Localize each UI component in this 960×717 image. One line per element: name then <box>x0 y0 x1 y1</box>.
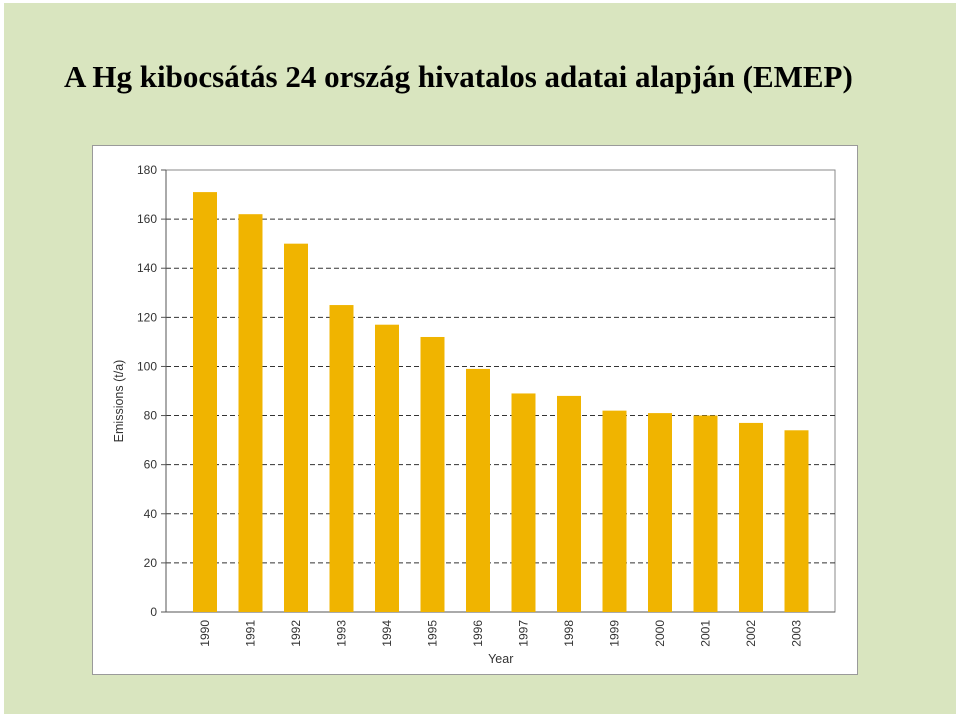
slide-title: A Hg kibocsátás 24 ország hivatalos adat… <box>64 59 853 94</box>
y-tick-label-100: 100 <box>137 359 157 373</box>
bar-2003 <box>784 430 809 612</box>
x-tick-label-2000: 2000 <box>653 620 667 647</box>
x-tick-label-1994: 1994 <box>380 620 394 647</box>
y-tick-label-180: 180 <box>137 163 157 177</box>
y-axis-title: Emissions (t/a) <box>112 360 126 443</box>
plot-area <box>165 169 836 613</box>
bar-1990 <box>193 192 217 612</box>
bar-2002 <box>739 422 763 612</box>
x-tick-label-1991: 1991 <box>244 620 258 647</box>
bar-1998 <box>557 395 581 612</box>
bar-1995 <box>420 336 445 612</box>
x-tick-label-2003: 2003 <box>790 620 804 647</box>
y-tick-label-120: 120 <box>137 310 157 324</box>
x-tick-label-1996: 1996 <box>471 620 485 647</box>
bar-1997 <box>511 393 536 612</box>
y-tick-label-20: 20 <box>144 556 158 570</box>
y-tick-label-40: 40 <box>144 507 158 521</box>
bar-1993 <box>329 305 354 612</box>
x-tick-label-1995: 1995 <box>426 620 440 647</box>
x-tick-label-1992: 1992 <box>289 620 303 647</box>
x-tick-label-1998: 1998 <box>562 620 576 647</box>
bar-1996 <box>466 368 490 612</box>
x-axis-title: Year <box>488 652 513 666</box>
y-tick-label-140: 140 <box>137 261 157 275</box>
chart-panel: 0 20 40 60 80 100 120 140 160 180 1990 1991 1992 1993… <box>92 145 858 675</box>
bar-1991 <box>238 214 263 612</box>
y-tick-label-60: 60 <box>144 458 158 472</box>
x-tick-label-1990: 1990 <box>198 620 212 647</box>
y-tick-label-80: 80 <box>144 409 158 423</box>
y-tick-label-0: 0 <box>150 605 157 619</box>
x-tick-label-2001: 2001 <box>699 620 713 647</box>
bar-chart: 0 20 40 60 80 100 120 140 160 180 1990 1991 1992 1993… <box>112 163 836 666</box>
y-tick-label-160: 160 <box>137 212 157 226</box>
x-tick-label-1993: 1993 <box>335 620 349 647</box>
bar-2001 <box>693 415 718 612</box>
bar-1999 <box>602 410 627 612</box>
x-tick-label-1999: 1999 <box>608 620 622 647</box>
x-tick-label-1997: 1997 <box>517 620 531 647</box>
bar-1994 <box>375 324 399 612</box>
bar-2000 <box>648 413 672 612</box>
x-tick-label-2002: 2002 <box>744 620 758 647</box>
bar-1992 <box>284 243 308 612</box>
